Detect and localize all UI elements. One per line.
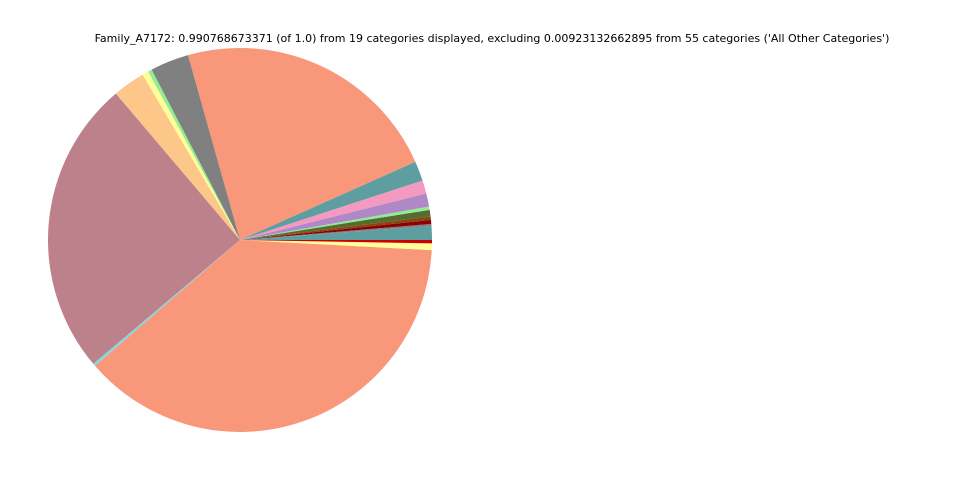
pie-slice	[47, 93, 240, 364]
pie-slice	[93, 240, 240, 366]
pie-slice	[148, 69, 240, 240]
pie-slice	[240, 240, 432, 251]
pie-slice	[240, 193, 430, 240]
pie-slice	[115, 74, 240, 240]
pie-slice	[240, 219, 432, 240]
pie-slice	[142, 71, 240, 240]
pie-slice	[240, 240, 432, 244]
pie-slice	[95, 240, 432, 432]
pie-slice	[240, 180, 427, 240]
pie-slice	[187, 48, 416, 240]
pie-slice	[240, 161, 423, 240]
pie-slice	[240, 206, 430, 240]
pie-slice	[240, 223, 432, 240]
pie-slice	[151, 55, 240, 240]
pie-slice	[240, 225, 432, 240]
pie-slice	[240, 216, 431, 240]
pie-slice	[240, 209, 431, 240]
chart-title: Family_A7172: 0.990768673371 (of 1.0) fr…	[95, 32, 890, 45]
